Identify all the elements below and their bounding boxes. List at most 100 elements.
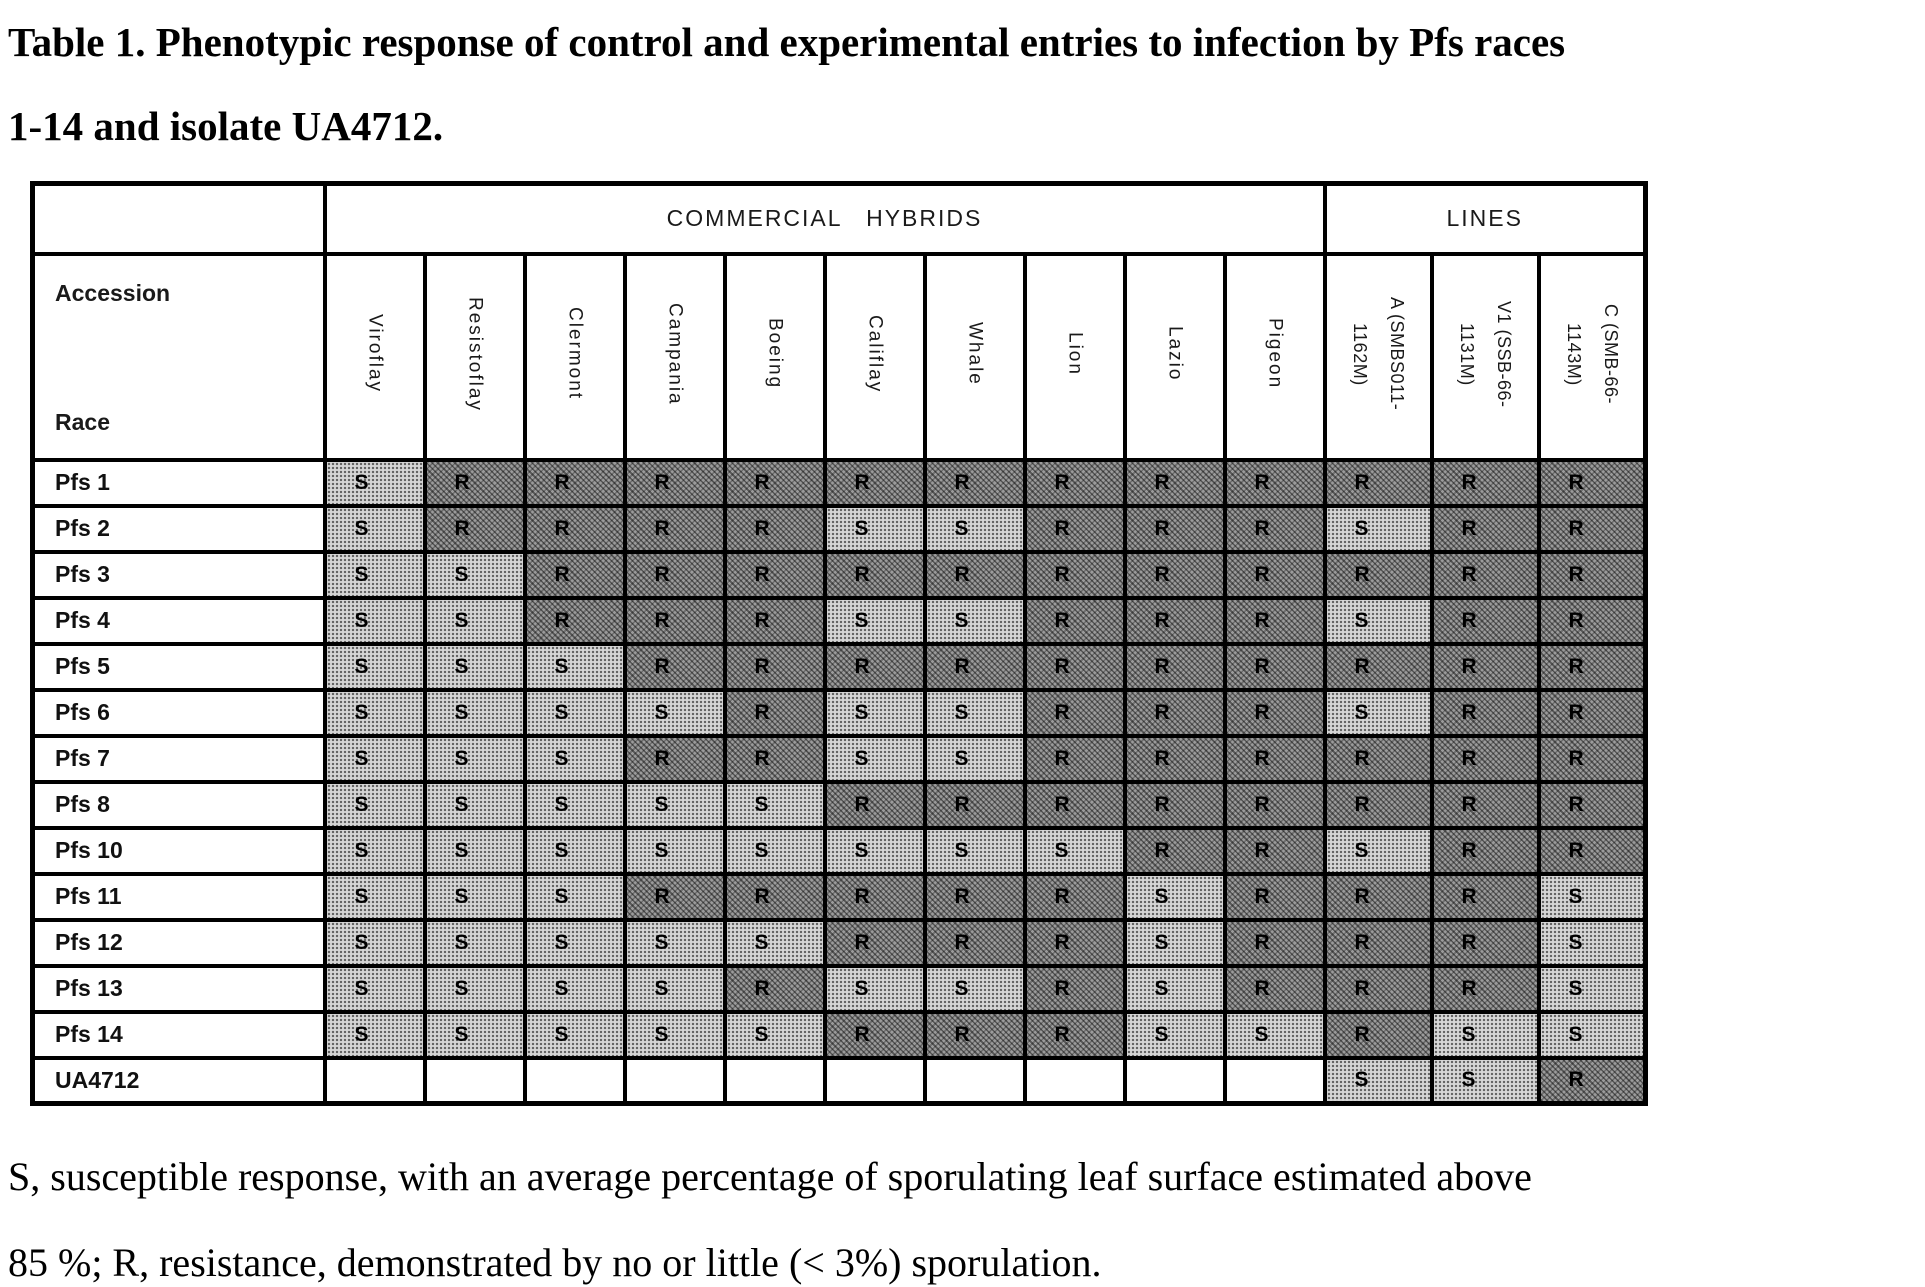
row-label: Pfs 8 xyxy=(30,779,327,830)
phenotype-cell-r: R xyxy=(822,549,927,600)
phenotype-cell-r: R xyxy=(1429,825,1541,876)
phenotype-cell-r: R xyxy=(1222,687,1327,738)
phenotype-cell-s: S xyxy=(322,1009,427,1060)
phenotype-cell-r: R xyxy=(1429,963,1541,1014)
phenotype-cell-s: S xyxy=(422,641,527,692)
phenotype-cell-r: R xyxy=(1122,549,1227,600)
row-label: Pfs 7 xyxy=(30,733,327,784)
phenotype-cell-r: R xyxy=(622,733,727,784)
phenotype-cell-r: R xyxy=(1022,457,1127,508)
phenotype-cell-r: R xyxy=(1536,503,1648,554)
phenotype-cell-r: R xyxy=(1536,641,1648,692)
phenotype-cell-empty xyxy=(922,1055,1027,1106)
group-header-commercial-hybrids: COMMERCIAL HYBRIDS xyxy=(322,181,1327,256)
phenotype-cell-r: R xyxy=(922,457,1027,508)
phenotype-cell-s: S xyxy=(722,779,827,830)
phenotype-cell-s: S xyxy=(322,687,427,738)
phenotype-cell-empty xyxy=(422,1055,527,1106)
phenotype-cell-s: S xyxy=(522,687,627,738)
phenotype-cell-r: R xyxy=(1022,733,1127,784)
phenotype-cell-r: R xyxy=(1222,871,1327,922)
row-label: Pfs 11 xyxy=(30,871,327,922)
phenotype-cell-s: S xyxy=(622,963,727,1014)
phenotype-cell-s: S xyxy=(1022,825,1127,876)
phenotype-cell-r: R xyxy=(1536,457,1648,508)
phenotype-cell-r: R xyxy=(622,595,727,646)
phenotype-cell-r: R xyxy=(1022,503,1127,554)
phenotype-cell-s: S xyxy=(1429,1009,1541,1060)
phenotype-cell-s: S xyxy=(322,503,427,554)
phenotype-cell-r: R xyxy=(1222,503,1327,554)
phenotype-cell-s: S xyxy=(522,641,627,692)
table-row-ua4712: UA4712 S S R xyxy=(30,1055,1648,1106)
phenotype-cell-r: R xyxy=(822,871,927,922)
phenotype-cell-s: S xyxy=(522,825,627,876)
phenotype-cell-r: R xyxy=(1222,457,1327,508)
phenotype-cell-empty xyxy=(1122,1055,1227,1106)
phenotype-cell-s: S xyxy=(1322,503,1434,554)
column-header-lion: Lion xyxy=(1022,251,1127,462)
phenotype-cell-r: R xyxy=(622,871,727,922)
phenotype-cell-r: R xyxy=(1429,779,1541,830)
phenotype-cell-empty xyxy=(722,1055,827,1106)
table-row-pfs-12: Pfs 12 S S S S S R R R S R R R S xyxy=(30,917,1648,968)
phenotype-cell-s: S xyxy=(522,871,627,922)
phenotype-cell-s: S xyxy=(1322,1055,1434,1106)
phenotype-cell-s: S xyxy=(1122,963,1227,1014)
phenotype-cell-s: S xyxy=(922,733,1027,784)
phenotype-cell-r: R xyxy=(1536,1055,1648,1106)
phenotype-cell-empty xyxy=(1022,1055,1127,1106)
table-row-pfs-11: Pfs 11 S S S R R R R R S R R R S xyxy=(30,871,1648,922)
phenotype-cell-r: R xyxy=(1022,1009,1127,1060)
column-header-c-smb-66-1143m: C (SMB-66- 1143M) xyxy=(1536,251,1648,462)
phenotype-cell-r: R xyxy=(1429,457,1541,508)
phenotype-cell-s: S xyxy=(822,963,927,1014)
phenotype-cell-r: R xyxy=(1122,503,1227,554)
phenotype-cell-r: R xyxy=(1322,733,1434,784)
corner-empty-cell xyxy=(30,181,327,256)
row-label: Pfs 3 xyxy=(30,549,327,600)
row-label: Pfs 2 xyxy=(30,503,327,554)
phenotype-cell-s: S xyxy=(1122,1009,1227,1060)
row-label: Pfs 6 xyxy=(30,687,327,738)
phenotype-cell-s: S xyxy=(522,1009,627,1060)
phenotype-cell-s: S xyxy=(1536,1009,1648,1060)
phenotype-cell-r: R xyxy=(1429,733,1541,784)
phenotype-cell-r: R xyxy=(922,917,1027,968)
phenotype-cell-r: R xyxy=(922,641,1027,692)
phenotype-cell-s: S xyxy=(622,1009,727,1060)
phenotype-cell-s: S xyxy=(322,595,427,646)
phenotype-cell-r: R xyxy=(622,457,727,508)
phenotype-cell-r: R xyxy=(622,641,727,692)
phenotype-cell-r: R xyxy=(1022,641,1127,692)
column-header-row: Accession Race Viroflay Resistoflay Clermo… xyxy=(30,251,1648,462)
phenotype-cell-r: R xyxy=(1122,779,1227,830)
phenotype-cell-r: R xyxy=(1322,963,1434,1014)
phenotype-cell-r: R xyxy=(1322,457,1434,508)
phenotype-cell-r: R xyxy=(1222,779,1327,830)
phenotype-cell-r: R xyxy=(1222,825,1327,876)
row-label: Pfs 14 xyxy=(30,1009,327,1060)
phenotype-cell-r: R xyxy=(1022,687,1127,738)
row-label: Pfs 4 xyxy=(30,595,327,646)
phenotype-cell-r: R xyxy=(922,871,1027,922)
phenotype-cell-r: R xyxy=(822,641,927,692)
accession-label: Accession xyxy=(55,279,171,306)
phenotype-cell-r: R xyxy=(1322,549,1434,600)
phenotype-cell-s: S xyxy=(322,825,427,876)
phenotype-cell-s: S xyxy=(322,779,427,830)
phenotype-cell-s: S xyxy=(1122,917,1227,968)
phenotype-cell-r: R xyxy=(422,503,527,554)
phenotype-cell-empty xyxy=(522,1055,627,1106)
phenotype-cell-r: R xyxy=(1322,641,1434,692)
phenotype-cell-r: R xyxy=(1222,549,1327,600)
phenotype-cell-s: S xyxy=(822,733,927,784)
phenotype-cell-s: S xyxy=(1322,687,1434,738)
phenotype-cell-s: S xyxy=(622,825,727,876)
phenotype-cell-r: R xyxy=(722,457,827,508)
phenotype-cell-s: S xyxy=(722,825,827,876)
